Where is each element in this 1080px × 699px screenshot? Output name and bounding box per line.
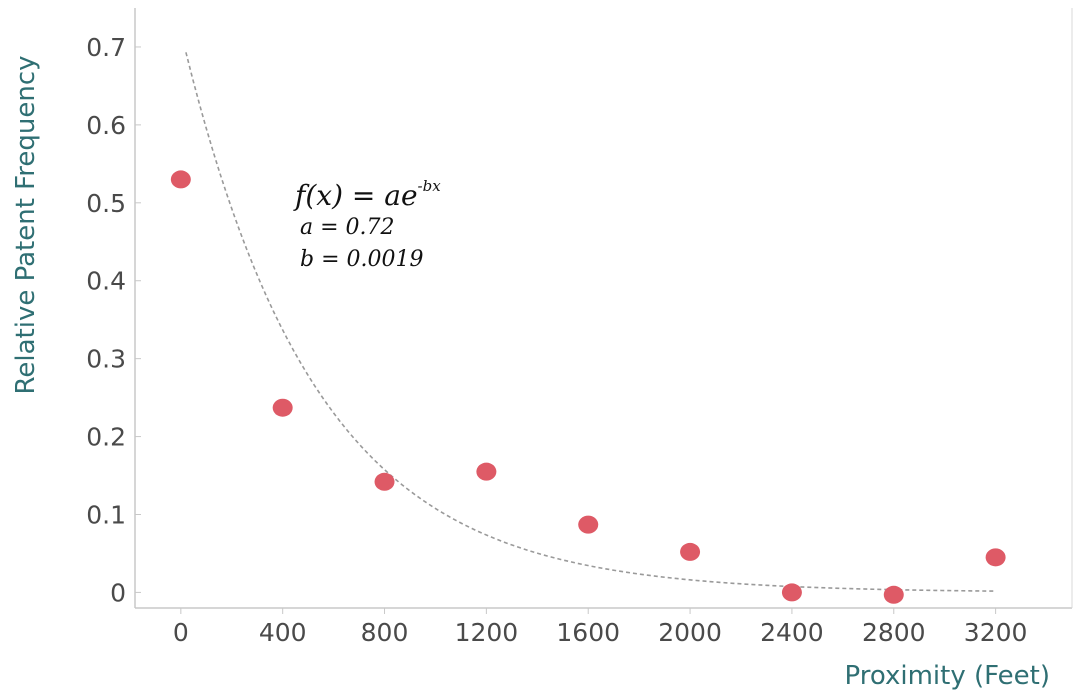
x-tick-label: 400 xyxy=(259,618,307,647)
data-point-1 xyxy=(272,398,293,417)
x-tick-label: 2400 xyxy=(760,618,824,647)
x-tick-label: 800 xyxy=(361,618,409,647)
y-tick-label: 0.1 xyxy=(86,500,126,529)
x-tick-label: 1600 xyxy=(556,618,620,647)
equation-label: f(x) = ae-bx xyxy=(293,177,441,212)
data-point-8 xyxy=(985,548,1006,567)
plot-area xyxy=(135,8,1072,608)
data-point-5 xyxy=(680,542,701,561)
x-tick-label: 1200 xyxy=(455,618,519,647)
equation-exponent: -bx xyxy=(418,177,442,195)
y-axis-title: Relative Patent Frequency xyxy=(11,55,41,394)
equation-b-label: b = 0.0019 xyxy=(300,247,423,272)
x-axis-title: Proximity (Feet) xyxy=(845,661,1050,691)
y-ticks: 0 0.1 0.2 0.3 0.4 0.5 0.6 0.7 xyxy=(86,33,141,607)
data-point-4 xyxy=(578,515,599,534)
data-point-7 xyxy=(883,585,904,604)
y-tick-label: 0.6 xyxy=(86,111,126,140)
x-tick-label: 3200 xyxy=(964,618,1028,647)
y-tick-label: 0.7 xyxy=(86,33,126,62)
y-tick-label: 0.4 xyxy=(86,267,126,296)
equation-a-label: a = 0.72 xyxy=(300,215,395,240)
data-points xyxy=(170,170,1006,604)
data-point-6 xyxy=(781,583,802,602)
x-tick-label: 0 xyxy=(173,618,189,647)
y-tick-label: 0.2 xyxy=(86,423,126,452)
x-ticks: 0 400 800 1200 1600 2000 2400 2800 3200 xyxy=(173,608,1028,647)
data-point-0 xyxy=(170,170,191,189)
data-point-2 xyxy=(374,472,395,491)
y-tick-label: 0.5 xyxy=(86,189,126,218)
data-point-3 xyxy=(476,462,497,481)
y-tick-label: 0.3 xyxy=(86,345,126,374)
y-tick-label: 0 xyxy=(110,578,126,607)
x-tick-label: 2000 xyxy=(658,618,722,647)
x-tick-label: 2800 xyxy=(862,618,926,647)
